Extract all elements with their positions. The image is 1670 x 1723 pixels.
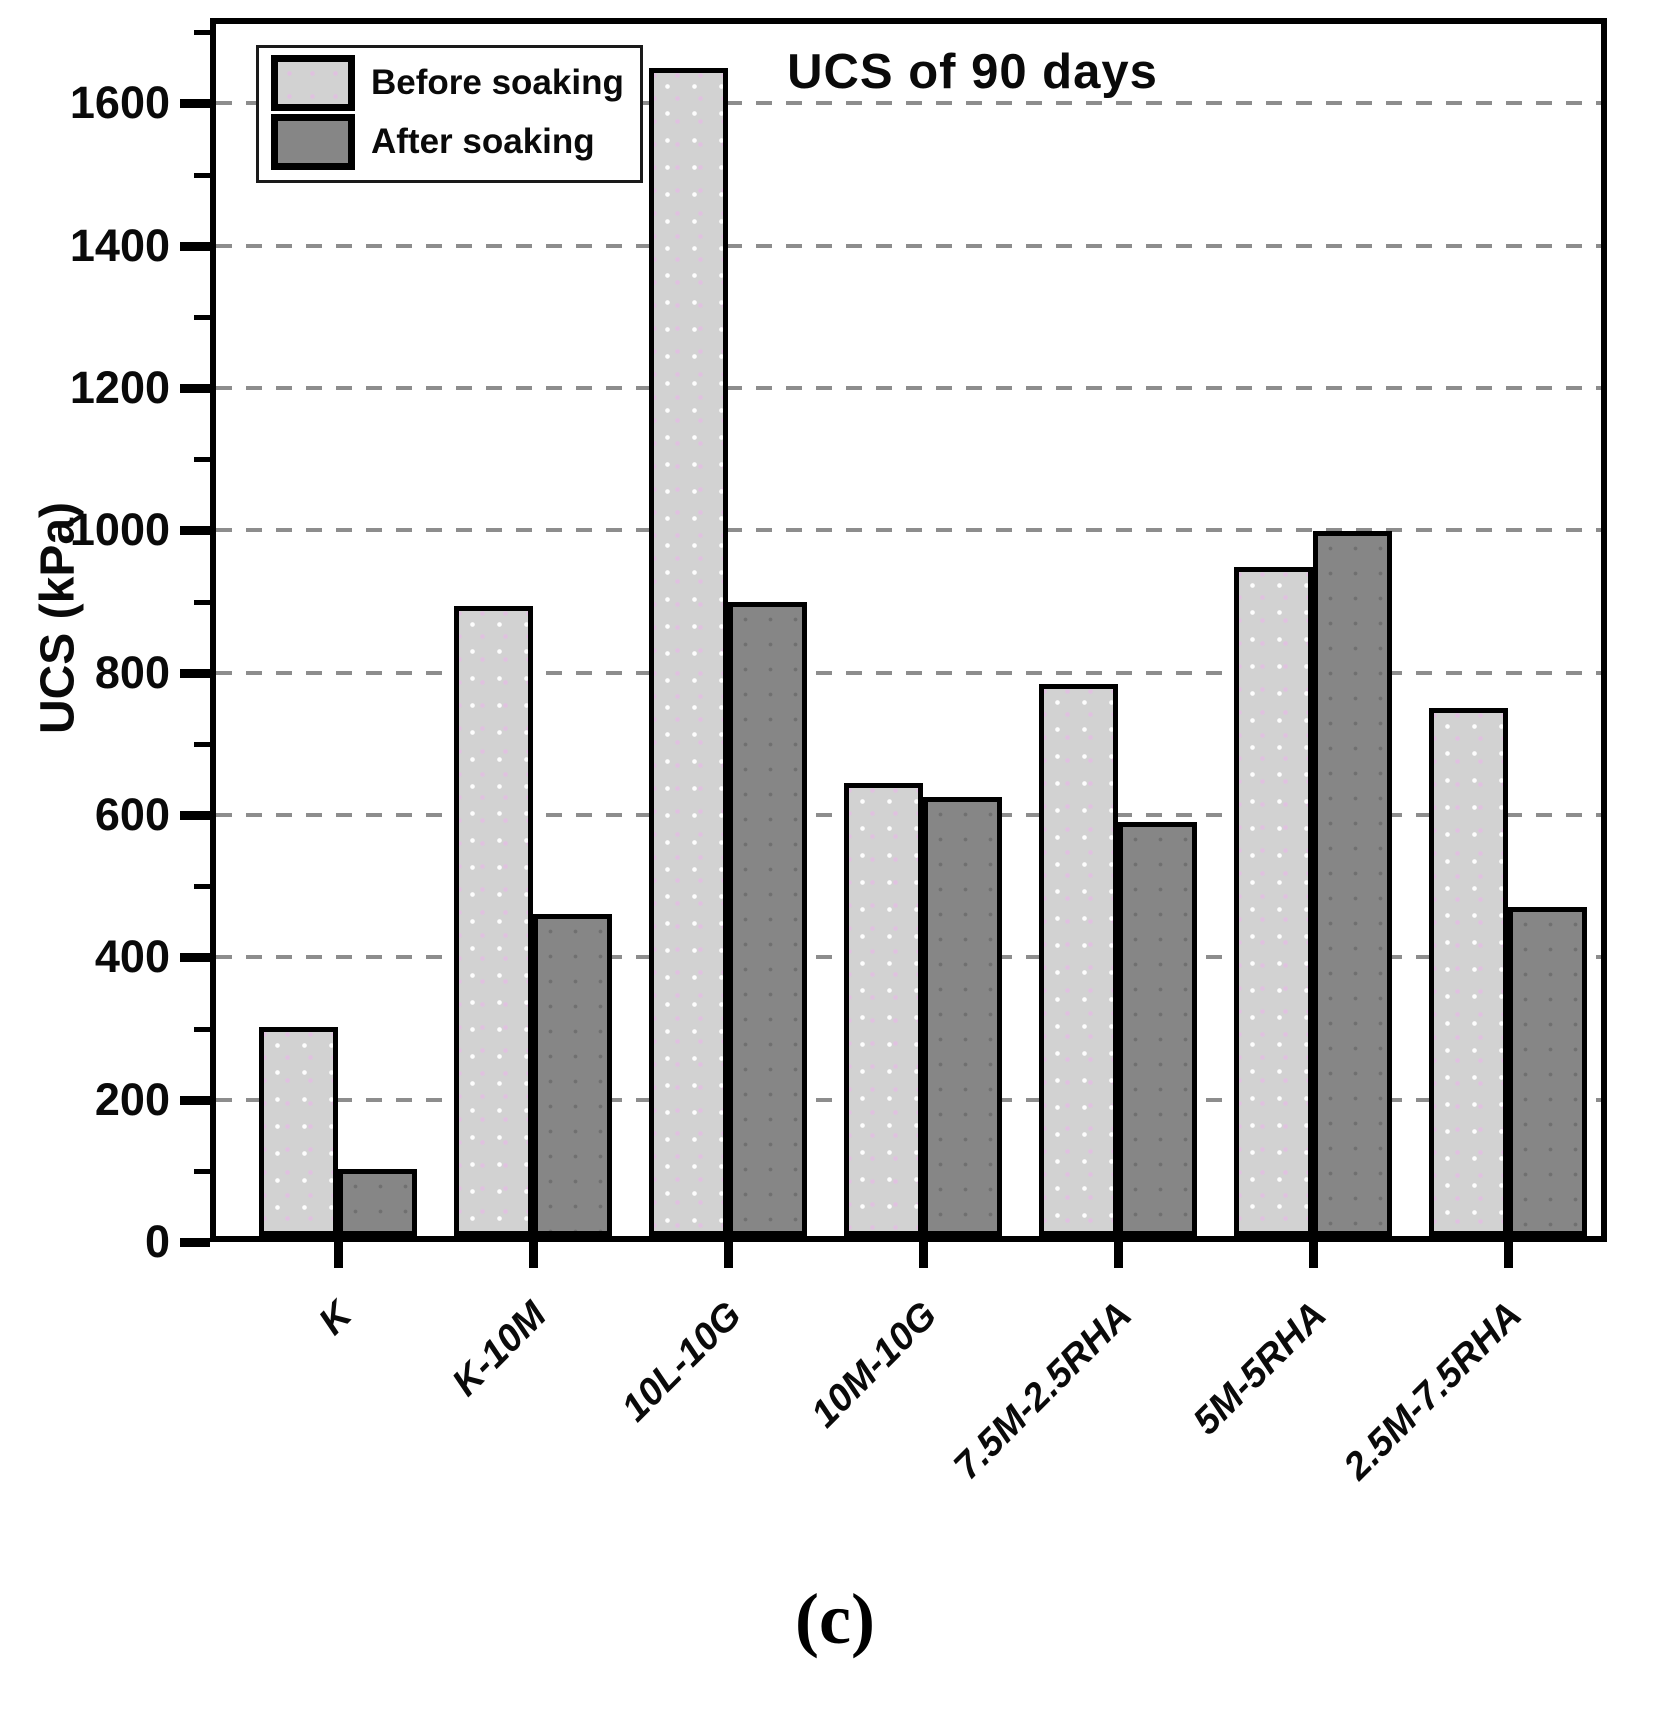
chart-title: UCS of 90 days [787, 45, 1158, 99]
y-minor-tick-100 [194, 1168, 210, 1174]
legend: Before soaking After soaking [256, 45, 643, 183]
legend-swatch-after-soaking [271, 114, 355, 170]
y-minor-tick-900 [194, 599, 210, 605]
y-tick-1600 [180, 99, 210, 109]
x-tick-10L-10G [724, 1242, 733, 1268]
x-tick-5M-5RHA [1309, 1242, 1318, 1268]
bar-before-soaking-7.5M-2.5RHA [1039, 684, 1118, 1236]
y-axis-label: UCS (kPa) [31, 501, 85, 735]
x-tick-2.5M-7.5RHA [1504, 1242, 1513, 1268]
y-tick-label-600: 600 [94, 789, 170, 841]
gridline-1600 [216, 101, 1601, 106]
bar-before-soaking-5M-5RHA [1234, 567, 1313, 1236]
y-minor-tick-300 [194, 1026, 210, 1032]
y-tick-label-400: 400 [94, 931, 170, 983]
x-tick-label-K: K [310, 1294, 360, 1344]
x-tick-label-10L-10G: 10L-10G [613, 1294, 750, 1430]
y-tick-label-1400: 1400 [69, 219, 170, 271]
plot-area: UCS of 90 days Before soaking After soak… [210, 18, 1607, 1242]
y-tick-1200 [180, 384, 210, 394]
bar-after-soaking-2.5M-7.5RHA [1508, 907, 1587, 1236]
y-tick-label-1000: 1000 [69, 504, 170, 556]
y-tick-800 [180, 668, 210, 678]
x-tick-label-2.5M-7.5RHA: 2.5M-7.5RHA [1335, 1294, 1530, 1488]
bar-after-soaking-7.5M-2.5RHA [1118, 822, 1197, 1236]
bar-after-soaking-5M-5RHA [1313, 531, 1392, 1236]
y-minor-tick-1500 [194, 172, 210, 178]
y-tick-1400 [180, 241, 210, 251]
y-minor-tick-700 [194, 741, 210, 747]
legend-label-before-soaking: Before soaking [371, 63, 624, 102]
y-tick-200 [180, 1095, 210, 1105]
legend-label-after-soaking: After soaking [371, 122, 595, 161]
bar-before-soaking-K [259, 1027, 338, 1236]
x-tick-label-10M-10G: 10M-10G [802, 1294, 945, 1436]
bar-before-soaking-2.5M-7.5RHA [1429, 708, 1508, 1236]
bar-before-soaking-10L-10G [649, 68, 728, 1236]
gridline-1200 [216, 386, 1601, 391]
x-tick-K [334, 1242, 343, 1268]
gridline-800 [216, 670, 1601, 675]
bar-before-soaking-10M-10G [844, 783, 923, 1236]
legend-swatch-before-soaking [271, 55, 355, 111]
y-tick-400 [180, 953, 210, 963]
y-tick-label-0: 0 [144, 1216, 170, 1267]
y-tick-0 [180, 1238, 210, 1247]
x-tick-label-5M-5RHA: 5M-5RHA [1185, 1294, 1335, 1444]
x-tick-K-10M [529, 1242, 538, 1268]
bar-after-soaking-K-10M [533, 914, 612, 1236]
legend-item-before-soaking: Before soaking [271, 55, 624, 111]
y-minor-tick-1100 [194, 457, 210, 463]
y-tick-label-1600: 1600 [69, 77, 170, 129]
x-tick-7.5M-2.5RHA [1114, 1242, 1123, 1268]
bar-after-soaking-K [338, 1169, 417, 1236]
x-tick-label-7.5M-2.5RHA: 7.5M-2.5RHA [945, 1294, 1140, 1488]
gridline-1400 [216, 243, 1601, 248]
figure-caption: (c) [795, 1579, 875, 1659]
y-tick-600 [180, 811, 210, 821]
bar-after-soaking-10M-10G [923, 797, 1002, 1236]
gridline-1000 [216, 528, 1601, 533]
y-minor-tick-500 [194, 884, 210, 890]
y-minor-tick-1700 [194, 30, 210, 36]
x-tick-10M-10G [919, 1242, 928, 1268]
y-tick-label-1200: 1200 [69, 362, 170, 414]
bar-after-soaking-10L-10G [728, 602, 807, 1236]
x-tick-label-K-10M: K-10M [444, 1294, 555, 1405]
y-tick-label-200: 200 [94, 1073, 170, 1125]
legend-item-after-soaking: After soaking [271, 114, 624, 170]
y-tick-label-800: 800 [94, 646, 170, 698]
bar-before-soaking-K-10M [454, 606, 533, 1236]
y-tick-1000 [180, 526, 210, 536]
y-minor-tick-1300 [194, 314, 210, 320]
